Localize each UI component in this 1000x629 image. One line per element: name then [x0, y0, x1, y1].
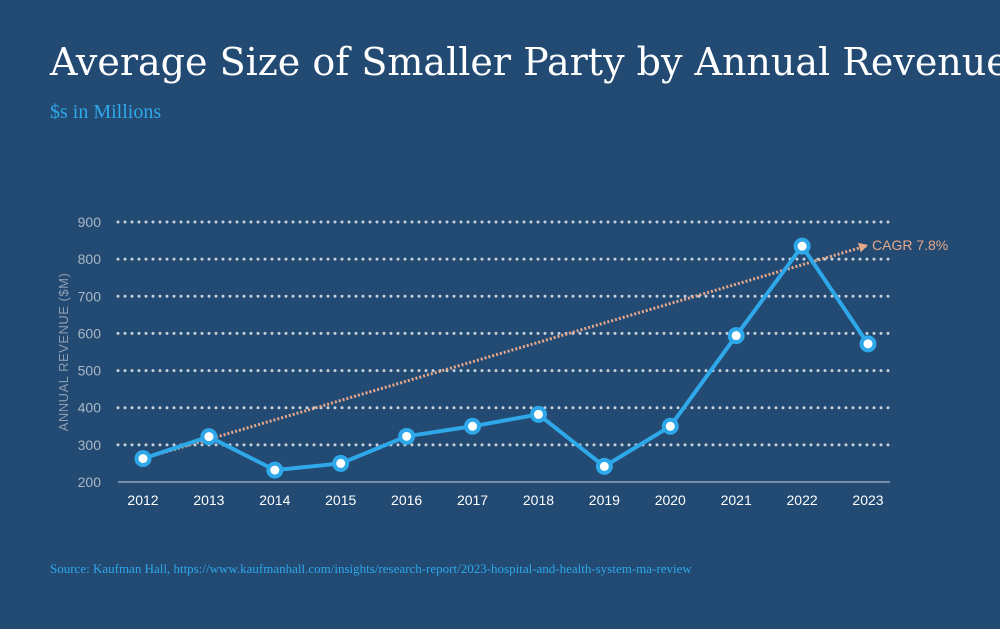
data-point — [859, 335, 877, 353]
y-tick-label: 500 — [78, 363, 102, 379]
data-point — [200, 428, 218, 446]
x-tick-label: 2016 — [391, 492, 422, 508]
x-tick-label: 2014 — [259, 492, 290, 508]
data-point — [398, 427, 416, 445]
x-tick-label: 2019 — [589, 492, 620, 508]
chart-title: Average Size of Smaller Party by Annual … — [50, 40, 1000, 84]
data-point — [332, 454, 350, 472]
y-tick-label: 300 — [78, 437, 102, 453]
y-tick-label: 900 — [78, 214, 102, 230]
data-point — [595, 457, 613, 475]
x-tick-label: 2020 — [655, 492, 686, 508]
x-tick-label: 2015 — [325, 492, 356, 508]
x-tick-label: 2012 — [127, 492, 158, 508]
data-point — [266, 461, 284, 479]
x-tick-label: 2017 — [457, 492, 488, 508]
data-point — [464, 417, 482, 435]
x-tick-label: 2023 — [852, 492, 883, 508]
y-tick-label: 800 — [78, 251, 102, 267]
series-line — [141, 244, 870, 473]
y-tick-label: 600 — [78, 325, 102, 341]
y-tick-label: 200 — [78, 474, 102, 490]
source-note: Source: Kaufman Hall, https://www.kaufma… — [50, 561, 692, 576]
x-tick-label: 2013 — [193, 492, 224, 508]
x-tick-label: 2022 — [787, 492, 818, 508]
cagr-label: CAGR 7.8% — [872, 237, 948, 253]
y-tick-label: 700 — [78, 288, 102, 304]
data-point — [793, 237, 811, 255]
y-axis-label: ANNUAL REVENUE ($M) — [56, 273, 71, 432]
data-point — [661, 417, 679, 435]
data-point — [727, 327, 745, 345]
y-tick-label: 400 — [78, 400, 102, 416]
cagr-arrowhead — [857, 242, 868, 253]
cagr-trendline — [142, 244, 867, 461]
x-tick-label: 2018 — [523, 492, 554, 508]
x-tick-label: 2021 — [721, 492, 752, 508]
data-point — [529, 405, 547, 423]
chart-subtitle: $s in Millions — [50, 101, 162, 123]
data-point — [134, 450, 152, 468]
